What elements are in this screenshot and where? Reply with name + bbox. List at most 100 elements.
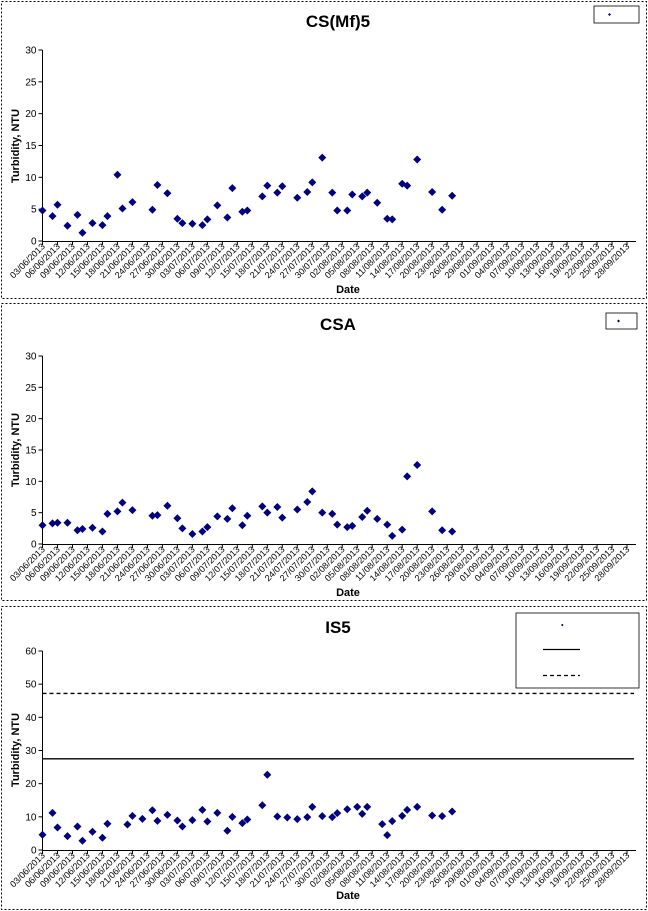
data-point bbox=[118, 498, 127, 507]
data-point bbox=[173, 514, 182, 523]
data-point bbox=[238, 521, 247, 530]
data-point bbox=[48, 808, 57, 817]
legend-marker bbox=[617, 319, 620, 323]
data-point bbox=[198, 527, 207, 536]
data-points bbox=[38, 153, 457, 237]
data-point bbox=[138, 814, 147, 823]
data-point bbox=[163, 810, 172, 819]
legend-box bbox=[515, 612, 640, 689]
data-point bbox=[328, 813, 337, 822]
panel-frame bbox=[1, 1, 647, 299]
data-point bbox=[88, 523, 97, 532]
legend-box bbox=[605, 312, 638, 330]
data-point bbox=[448, 191, 457, 200]
data-point bbox=[98, 833, 107, 842]
data-point bbox=[188, 529, 197, 538]
data-point bbox=[348, 190, 357, 199]
data-point bbox=[198, 221, 207, 230]
chart-panel-cs-mf5: CS(Mf)5 0 5 10 15 20 25 30 03/06/201306/06/201… bbox=[1, 1, 647, 299]
chart-title: IS5 bbox=[325, 618, 351, 637]
x-ticks: 03/06/201306/06/201309/06/201312/06/2013… bbox=[8, 850, 631, 889]
data-point bbox=[98, 221, 107, 230]
data-point bbox=[38, 830, 47, 839]
y-tick-label: 0 bbox=[31, 846, 37, 857]
data-point bbox=[448, 807, 457, 816]
data-point bbox=[103, 819, 112, 828]
legend-marker bbox=[608, 13, 611, 16]
data-point bbox=[328, 509, 337, 518]
y-tick-label: 10 bbox=[25, 812, 37, 823]
data-point bbox=[163, 189, 172, 198]
data-point bbox=[263, 770, 272, 779]
data-point bbox=[343, 206, 352, 215]
data-point bbox=[203, 523, 212, 532]
data-point bbox=[273, 188, 282, 197]
data-point bbox=[48, 212, 57, 221]
data-point bbox=[238, 819, 247, 828]
data-point bbox=[223, 213, 232, 222]
data-point bbox=[263, 181, 272, 190]
data-point bbox=[373, 198, 382, 207]
data-point bbox=[38, 206, 47, 215]
data-point bbox=[358, 809, 367, 818]
y-tick-label: 30 bbox=[25, 46, 37, 57]
data-point bbox=[63, 518, 72, 527]
y-tick-label: 20 bbox=[25, 414, 37, 425]
data-point bbox=[153, 180, 162, 189]
data-point bbox=[363, 506, 372, 515]
data-point bbox=[293, 193, 302, 202]
y-tick-label: 10 bbox=[25, 173, 37, 184]
data-points bbox=[38, 770, 457, 845]
data-point bbox=[388, 531, 397, 540]
data-point bbox=[88, 827, 97, 836]
data-point bbox=[48, 519, 57, 528]
data-point bbox=[318, 153, 327, 162]
data-point bbox=[308, 178, 317, 187]
data-point bbox=[178, 219, 187, 228]
data-point bbox=[223, 514, 232, 523]
y-ticks: 0 10 20 30 40 50 60 bbox=[25, 647, 43, 857]
data-point bbox=[188, 219, 197, 228]
data-point bbox=[123, 820, 132, 829]
data-point bbox=[378, 820, 387, 829]
data-point bbox=[413, 461, 422, 470]
chart-panel-csa: CSA 0 5 10 15 20 25 30 03/06/201306/06/201309/… bbox=[1, 303, 647, 601]
x-ticks: 03/06/201306/06/201309/06/201312/06/2013… bbox=[8, 544, 631, 583]
data-point bbox=[113, 507, 122, 516]
data-point bbox=[383, 520, 392, 529]
data-point bbox=[228, 184, 237, 193]
chart-title: CS(Mf)5 bbox=[306, 12, 370, 31]
y-tick-label: 10 bbox=[25, 477, 37, 488]
data-point bbox=[78, 524, 87, 533]
y-axis-label: Turbidity, NTU bbox=[10, 413, 22, 487]
data-point bbox=[148, 205, 157, 214]
data-point bbox=[213, 512, 222, 521]
data-point bbox=[198, 805, 207, 814]
data-point bbox=[438, 526, 447, 535]
data-point bbox=[403, 181, 412, 190]
data-point bbox=[63, 832, 72, 841]
data-point bbox=[263, 508, 272, 517]
data-point bbox=[223, 826, 232, 835]
data-point bbox=[128, 811, 137, 820]
data-point bbox=[103, 509, 112, 518]
data-point bbox=[128, 198, 137, 207]
data-point bbox=[383, 214, 392, 223]
y-ticks: 0 5 10 15 20 25 30 bbox=[25, 352, 43, 551]
y-tick-label: 25 bbox=[25, 383, 37, 394]
data-point bbox=[398, 811, 407, 820]
data-point bbox=[293, 815, 302, 824]
data-point bbox=[178, 524, 187, 533]
data-point bbox=[398, 525, 407, 534]
data-point bbox=[373, 514, 382, 523]
x-ticks: 03/06/201306/06/201309/06/201312/06/2013… bbox=[8, 241, 631, 280]
y-tick-label: 30 bbox=[25, 746, 37, 757]
x-axis-label: Date bbox=[336, 284, 360, 296]
data-point bbox=[203, 215, 212, 224]
y-tick-label: 20 bbox=[25, 779, 37, 790]
data-point bbox=[203, 817, 212, 826]
data-point bbox=[428, 507, 437, 516]
data-point bbox=[118, 204, 127, 213]
data-point bbox=[348, 521, 357, 530]
